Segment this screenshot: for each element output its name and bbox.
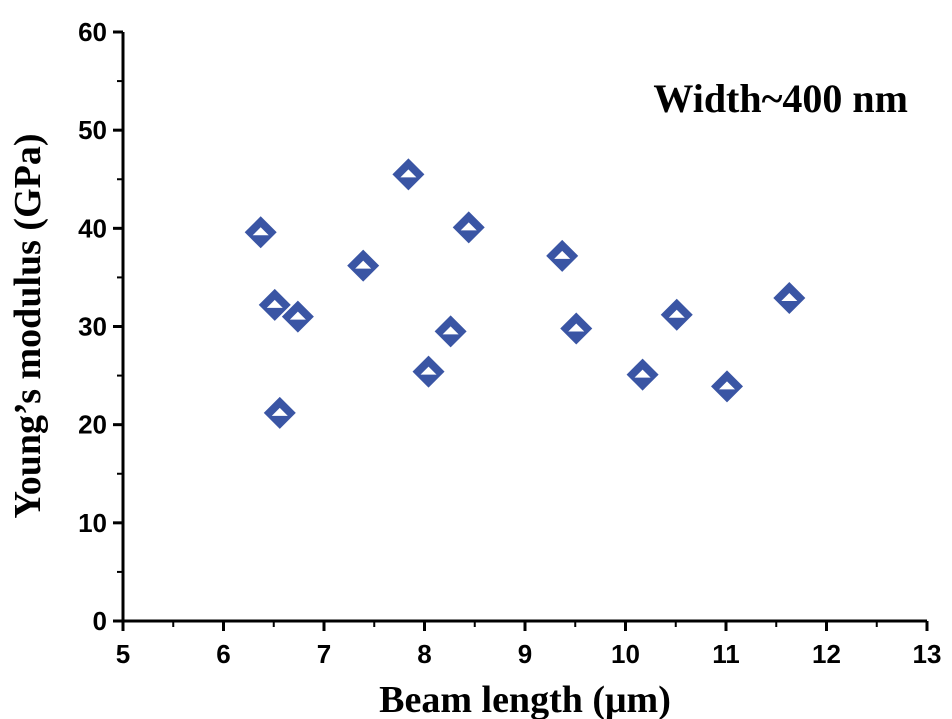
data-point-highlight xyxy=(400,169,417,178)
x-tick-label: 12 xyxy=(812,639,841,669)
data-point-highlight xyxy=(668,309,685,318)
x-tick-label: 7 xyxy=(317,639,331,669)
x-axis-title: Beam length (μm) xyxy=(379,679,671,719)
data-point-highlight xyxy=(634,369,651,378)
data-point-highlight xyxy=(252,227,269,236)
y-tick-label: 50 xyxy=(78,115,107,145)
x-tick-label: 5 xyxy=(116,639,130,669)
x-tick-label: 8 xyxy=(417,639,431,669)
x-tick-label: 6 xyxy=(216,639,230,669)
data-point xyxy=(434,315,467,348)
ticks: 5 6 7 8 9 10 11 12 13 0 10 20 30 40 50 60 xyxy=(78,17,941,669)
data-point-highlight xyxy=(568,323,585,332)
data-point-highlight xyxy=(554,250,571,259)
data-point-highlight xyxy=(719,381,736,390)
y-tick-label: 10 xyxy=(78,508,107,538)
y-axis-title: Young’s modulus (GPa) xyxy=(7,133,49,518)
data-point xyxy=(452,211,485,244)
data-point-highlight xyxy=(460,222,477,231)
x-tick-label: 10 xyxy=(611,639,640,669)
data-point xyxy=(412,355,445,388)
x-tick-label: 11 xyxy=(712,639,740,669)
data-point xyxy=(258,288,291,321)
data-point xyxy=(711,370,744,403)
data-point xyxy=(244,216,277,249)
data-point-highlight xyxy=(266,299,283,308)
y-tick-label: 20 xyxy=(78,410,107,440)
data-point xyxy=(626,358,659,391)
y-tick-label: 0 xyxy=(93,606,107,636)
data-point-highlight xyxy=(271,407,288,416)
data-point-highlight xyxy=(442,326,459,335)
annotation-label: Width~400 nm xyxy=(653,76,908,121)
data-point xyxy=(281,300,314,333)
x-tick-label: 9 xyxy=(518,639,532,669)
data-point xyxy=(660,298,693,331)
y-tick-label: 40 xyxy=(78,213,107,243)
data-point-highlight xyxy=(289,311,306,320)
data-point xyxy=(347,249,380,282)
data-point xyxy=(392,158,425,191)
data-point-highlight xyxy=(420,366,437,375)
x-tick-label: 13 xyxy=(913,639,942,669)
data-point xyxy=(546,239,579,272)
y-tick-label: 30 xyxy=(78,312,107,342)
data-point xyxy=(560,312,593,345)
data-point xyxy=(263,396,296,429)
data-point-highlight xyxy=(355,260,372,269)
y-tick-label: 60 xyxy=(78,17,107,47)
data-point-highlight xyxy=(781,293,798,302)
data-point xyxy=(773,282,806,315)
data-points xyxy=(244,158,806,429)
